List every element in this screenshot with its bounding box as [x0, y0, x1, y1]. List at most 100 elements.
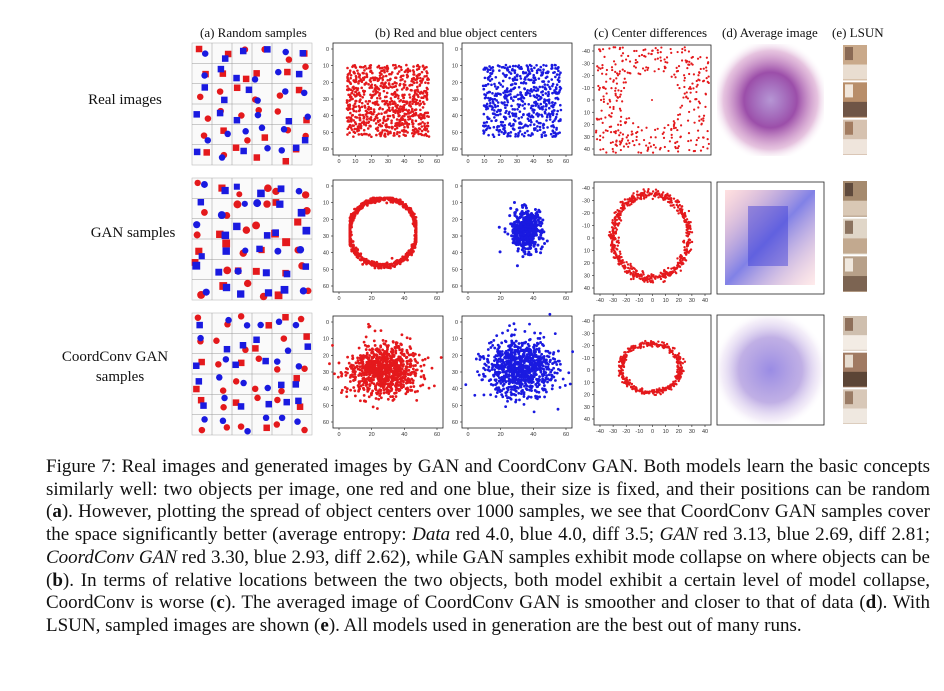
sample-square: [263, 232, 271, 239]
red-center-dot: [349, 73, 353, 77]
red-difference-dot: [656, 51, 660, 54]
blue-center-dot: [528, 89, 532, 92]
x-tick-label: 60: [563, 159, 569, 165]
red-center-dot: [408, 373, 412, 377]
sample-square: [293, 375, 300, 382]
blue-center-dot: [490, 119, 493, 123]
y-tick-label: 0: [455, 320, 458, 326]
x-tick-label: 0: [337, 296, 340, 302]
sample-circle: [252, 221, 261, 230]
red-center-dot: [388, 126, 391, 129]
red-center-dot: [397, 70, 401, 73]
red-difference-dot: [687, 50, 691, 53]
sample-circle: [225, 316, 232, 324]
sample-circle: [257, 321, 264, 329]
red-center-dot: [423, 122, 426, 125]
blue-center-dot: [494, 395, 498, 398]
red-center-dot: [417, 132, 420, 136]
blue-center-dot: [547, 90, 550, 94]
blue-center-dot: [532, 230, 536, 234]
red-center-dot: [410, 215, 414, 218]
blue-center-dot: [521, 70, 525, 74]
blue-center-dot: [506, 68, 510, 72]
red-center-dot: [377, 200, 381, 203]
red-center-dot: [353, 389, 357, 393]
red-difference-dot: [696, 57, 700, 60]
red-center-dot: [389, 85, 392, 88]
blue-center-dot: [503, 103, 507, 107]
blue-center-dot: [499, 378, 503, 382]
red-center-dot: [394, 391, 397, 395]
blue-center-dot: [506, 388, 510, 392]
blue-center-dot: [524, 381, 527, 385]
sample-square: [295, 86, 303, 94]
sample-circle: [292, 321, 300, 329]
red-center-dot: [411, 129, 415, 132]
red-center-dot: [365, 115, 369, 118]
blue-center-dot: [538, 97, 542, 101]
red-center-dot: [370, 378, 374, 382]
red-difference-dot: [656, 49, 659, 52]
red-center-dot: [369, 64, 373, 67]
red-center-dot: [398, 83, 401, 87]
red-center-dot: [414, 359, 418, 363]
blue-center-dot: [496, 64, 500, 67]
blue-center-dot: [529, 233, 533, 237]
blue-center-dot: [482, 357, 486, 360]
blue-center-dot: [520, 366, 523, 370]
sample-circle: [294, 418, 301, 425]
blue-center-dot: [535, 341, 539, 345]
red-difference-dot: [598, 48, 601, 51]
red-center-dot: [354, 77, 358, 81]
red-center-dot: [357, 133, 361, 136]
sample-circle: [213, 337, 220, 344]
red-center-dot: [354, 361, 358, 365]
blue-center-dot: [535, 69, 539, 72]
blue-center-dot: [536, 87, 540, 91]
red-center-dot: [413, 97, 417, 101]
sample-circle: [222, 356, 230, 363]
red-difference-dot: [672, 124, 675, 128]
blue-center-dot: [517, 342, 521, 345]
red-center-dot: [354, 86, 358, 90]
blue-center-dot: [527, 344, 531, 348]
sample-square: [284, 68, 291, 76]
blue-center-dot: [541, 85, 544, 89]
sample-circle: [251, 385, 259, 393]
blue-center-dot: [539, 74, 543, 77]
red-center-dot: [401, 114, 405, 118]
blue-center-dot: [514, 220, 518, 224]
red-center-dot: [384, 262, 387, 266]
y-tick-label: 0: [326, 320, 329, 326]
red-center-dot: [384, 365, 388, 369]
y-tick-label: 40: [452, 114, 458, 120]
red-center-dot: [346, 119, 350, 123]
red-center-dot: [350, 114, 354, 117]
blue-center-dot: [517, 64, 521, 67]
blue-center-dot: [512, 201, 516, 205]
red-center-dot: [348, 107, 352, 111]
blue-center-dot: [555, 126, 558, 130]
red-center-dot: [418, 92, 422, 95]
red-center-dot: [340, 374, 343, 378]
blue-center-dot: [547, 98, 551, 101]
sample-square: [193, 111, 200, 118]
blue-center-dot: [510, 348, 514, 352]
blue-center-dot: [489, 393, 492, 397]
blue-center-dot: [542, 384, 546, 387]
red-center-dot: [361, 203, 365, 207]
blue-center-dot: [525, 238, 529, 242]
red-center-dot: [376, 129, 380, 132]
red-center-dot: [349, 237, 353, 241]
red-center-dot: [368, 348, 372, 352]
blue-center-dot: [490, 77, 494, 81]
red-center-dot: [406, 254, 409, 258]
red-difference-dot: [691, 82, 694, 85]
red-center-dot: [403, 125, 406, 129]
red-difference-dot: [632, 122, 635, 125]
red-center-dot: [374, 397, 378, 400]
red-center-dot: [414, 102, 418, 106]
red-center-dot: [369, 93, 372, 97]
sample-square: [217, 65, 225, 73]
x-tick-label: 50: [547, 159, 553, 165]
